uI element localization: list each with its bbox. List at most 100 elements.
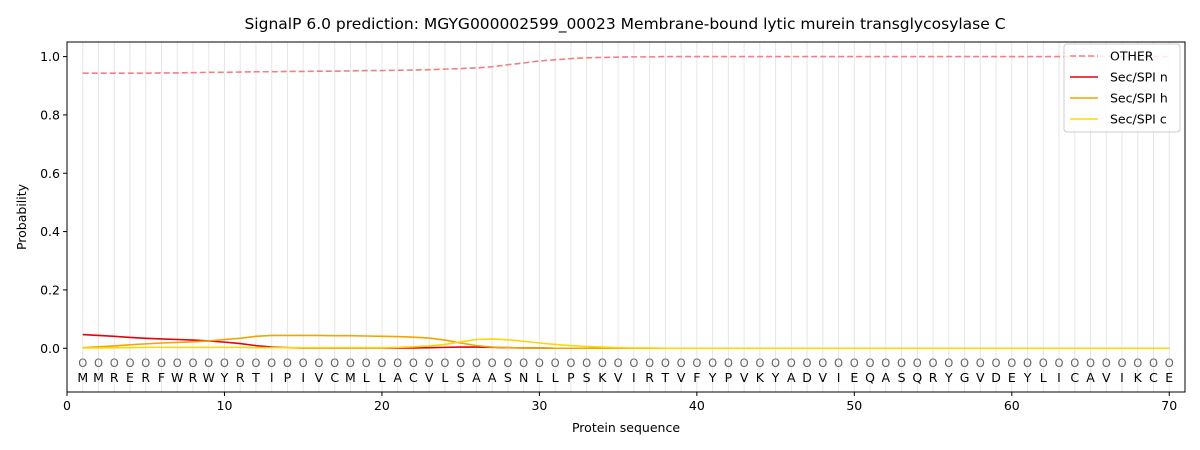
residue-label: L	[1040, 370, 1047, 385]
region-label: O	[1117, 356, 1126, 370]
region-label: O	[787, 356, 796, 370]
region-label: O	[850, 356, 859, 370]
y-tick-label: 0.4	[40, 224, 60, 239]
region-label: O	[755, 356, 764, 370]
residue-label: F	[158, 370, 165, 385]
region-label: O	[629, 356, 638, 370]
region-label: O	[740, 356, 749, 370]
series-lines	[82, 55, 1170, 350]
region-label: O	[78, 356, 87, 370]
region-label: O	[236, 356, 245, 370]
region-label: O	[220, 356, 229, 370]
residue-label: C	[330, 370, 339, 385]
residue-label: A	[393, 370, 402, 385]
region-label: O	[204, 356, 213, 370]
x-tick-label: 10	[217, 398, 233, 413]
residue-label: W	[203, 370, 215, 385]
y-tick-label: 1.0	[40, 49, 60, 64]
residue-label: A	[882, 370, 891, 385]
residue-label: I	[1057, 370, 1061, 385]
residue-label: I	[1120, 370, 1124, 385]
residue-label: A	[1086, 370, 1095, 385]
x-tick-label: 40	[689, 398, 705, 413]
legend-box	[1063, 43, 1181, 133]
region-label: O	[661, 356, 670, 370]
region-label: O	[330, 356, 339, 370]
residue-label: R	[645, 370, 654, 385]
residue-label: T	[251, 370, 260, 385]
region-label: O	[944, 356, 953, 370]
region-label: O	[976, 356, 985, 370]
x-tick-label: 70	[1161, 398, 1177, 413]
grid-lines	[82, 42, 1170, 392]
residue-label: E	[126, 370, 134, 385]
residue-label: T	[661, 370, 670, 385]
region-label: O	[346, 356, 355, 370]
region-label: O	[992, 356, 1001, 370]
region-label: O	[1102, 356, 1111, 370]
residue-label: C	[1149, 370, 1158, 385]
region-label: O	[173, 356, 182, 370]
region-label: O	[251, 356, 260, 370]
region-label: O	[440, 356, 449, 370]
x-tick-label: 50	[846, 398, 862, 413]
region-label: O	[299, 356, 308, 370]
y-tick-label: 0.0	[40, 341, 60, 356]
residue-label: Q	[912, 370, 922, 385]
y-tick-label: 0.6	[40, 166, 60, 181]
region-label: O	[897, 356, 906, 370]
residue-label: L	[441, 370, 448, 385]
region-label: O	[1070, 356, 1079, 370]
residue-label: V	[315, 370, 324, 385]
region-label: O	[1133, 356, 1142, 370]
legend-label: OTHER	[1110, 49, 1154, 64]
legend-label: Sec/SPI h	[1110, 91, 1168, 106]
residue-label: I	[270, 370, 274, 385]
region-label: O	[94, 356, 103, 370]
series-line-sec-spi-n	[82, 333, 1170, 350]
y-tick-label: 0.2	[40, 282, 60, 297]
x-tick-label: 20	[374, 398, 390, 413]
residue-label: D	[802, 370, 812, 385]
x-tick-label: 0	[63, 398, 71, 413]
residue-label: P	[284, 370, 292, 385]
y-axis-ticks: 0.0 0.2 0.4 0.6 0.8 1.0	[40, 49, 67, 356]
y-tick-label: 0.8	[40, 107, 60, 122]
residue-label: I	[632, 370, 636, 385]
residue-label: M	[345, 370, 356, 385]
region-label: O	[393, 356, 402, 370]
residue-label: K	[1134, 370, 1143, 385]
legend: OTHER Sec/SPI n Sec/SPI h Sec/SPI c	[1063, 43, 1181, 133]
region-label: O	[519, 356, 528, 370]
residue-label: Y	[220, 370, 229, 385]
region-label: O	[834, 356, 843, 370]
residue-label: M	[93, 370, 104, 385]
residue-label: R	[189, 370, 198, 385]
region-label: O	[645, 356, 654, 370]
residue-label: R	[110, 370, 119, 385]
residue-label: E	[1008, 370, 1016, 385]
region-label: O	[1007, 356, 1016, 370]
region-label: O	[535, 356, 544, 370]
residue-label: R	[929, 370, 938, 385]
residue-label: P	[725, 370, 733, 385]
residue-label: S	[504, 370, 512, 385]
residue-label: C	[409, 370, 418, 385]
residue-label: S	[898, 370, 906, 385]
region-label: O	[582, 356, 591, 370]
residue-label: D	[991, 370, 1001, 385]
region-label: O	[425, 356, 434, 370]
series-line-other	[82, 55, 1170, 75]
region-label: O	[110, 356, 119, 370]
residue-label: E	[1165, 370, 1173, 385]
region-label: O	[929, 356, 938, 370]
residue-label: R	[141, 370, 150, 385]
residue-label: A	[472, 370, 481, 385]
y-axis-label: Probability	[14, 183, 29, 250]
x-axis-label: Protein sequence	[572, 420, 680, 435]
residue-label: K	[756, 370, 765, 385]
residue-label: S	[583, 370, 591, 385]
residue-label: I	[837, 370, 841, 385]
